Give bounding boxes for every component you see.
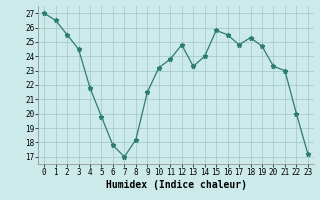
X-axis label: Humidex (Indice chaleur): Humidex (Indice chaleur) xyxy=(106,180,246,190)
